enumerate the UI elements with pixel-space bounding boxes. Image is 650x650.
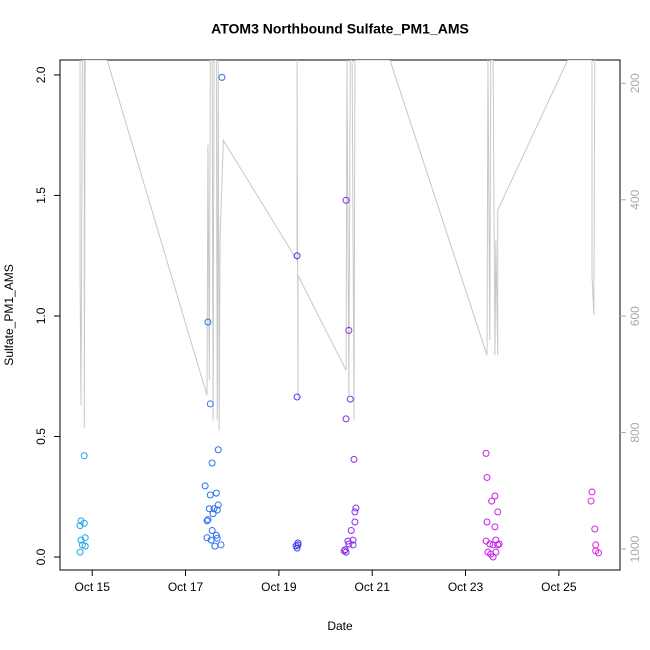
data-point <box>494 541 502 549</box>
plot-area <box>76 60 603 561</box>
data-point <box>346 395 354 403</box>
data-point <box>482 449 490 457</box>
data-point <box>486 540 494 548</box>
data-point <box>349 536 357 544</box>
data-point <box>204 516 212 524</box>
x-tick-label: Oct 25 <box>541 580 577 594</box>
data-point <box>212 489 220 497</box>
data-point <box>206 400 214 408</box>
data-point <box>211 542 219 550</box>
data-point <box>214 446 222 454</box>
x-tick-label: Oct 23 <box>448 580 484 594</box>
y-tick-label: 0.0 <box>34 548 48 565</box>
data-point <box>592 541 600 549</box>
data-point <box>214 501 222 509</box>
data-point <box>205 505 213 513</box>
data-point <box>342 415 350 423</box>
x-axis-label: Date <box>327 619 353 633</box>
data-point <box>201 482 209 490</box>
data-point <box>206 491 214 499</box>
data-point <box>293 393 301 401</box>
data-point <box>340 547 348 555</box>
data-point <box>491 492 499 500</box>
data-point <box>494 508 502 516</box>
data-point <box>345 326 353 334</box>
x-tick-label: Oct 15 <box>75 580 111 594</box>
chart-title: ATOM3 Northbound Sulfate_PM1_AMS <box>211 21 469 37</box>
data-point <box>342 196 350 204</box>
data-point <box>293 252 301 260</box>
data-point <box>218 73 226 81</box>
data-point <box>207 536 215 544</box>
y2-tick-label: 1000 <box>628 535 642 562</box>
data-point <box>351 508 359 516</box>
data-point <box>212 531 220 539</box>
x-tick-label: Oct 19 <box>261 580 297 594</box>
x-tick-label: Oct 17 <box>168 580 204 594</box>
data-point <box>208 526 216 534</box>
data-point <box>80 519 88 527</box>
data-point <box>349 541 357 549</box>
data-point <box>204 318 212 326</box>
data-point <box>483 518 491 526</box>
data-point <box>350 455 358 463</box>
data-point <box>217 541 225 549</box>
y2-tick-label: 400 <box>628 189 642 209</box>
y-axis-label: Sulfate_PM1_AMS <box>2 264 16 365</box>
data-point <box>347 526 355 534</box>
data-point <box>209 510 217 518</box>
data-point <box>489 553 497 561</box>
data-point <box>208 459 216 467</box>
data-point <box>213 506 221 514</box>
data-point <box>483 473 491 481</box>
data-point <box>81 534 89 542</box>
data-point <box>210 505 218 513</box>
y-tick-label: 0.5 <box>34 428 48 445</box>
plot-frame <box>59 59 621 571</box>
data-point <box>213 534 221 542</box>
data-point <box>595 549 603 557</box>
data-point <box>80 452 88 460</box>
x-tick-label: Oct 21 <box>355 580 391 594</box>
y-tick-label: 2.0 <box>34 66 48 83</box>
data-point <box>292 542 300 550</box>
data-point <box>488 497 496 505</box>
y2-tick-label: 200 <box>628 73 642 93</box>
data-point <box>345 540 353 548</box>
y-tick-label: 1.0 <box>34 307 48 324</box>
pressure-line <box>79 60 596 431</box>
data-point <box>76 548 84 556</box>
data-point <box>491 523 499 531</box>
data-point <box>352 504 360 512</box>
data-point <box>351 518 359 526</box>
data-point <box>495 540 503 548</box>
y2-tick-label: 800 <box>628 422 642 442</box>
y2-tick-label: 600 <box>628 306 642 326</box>
data-point <box>344 537 352 545</box>
data-point <box>81 542 89 550</box>
y-tick-label: 1.5 <box>34 187 48 204</box>
data-point <box>203 517 211 525</box>
data-point <box>342 548 350 556</box>
data-point <box>587 497 595 505</box>
data-point <box>588 488 596 496</box>
data-point <box>591 525 599 533</box>
